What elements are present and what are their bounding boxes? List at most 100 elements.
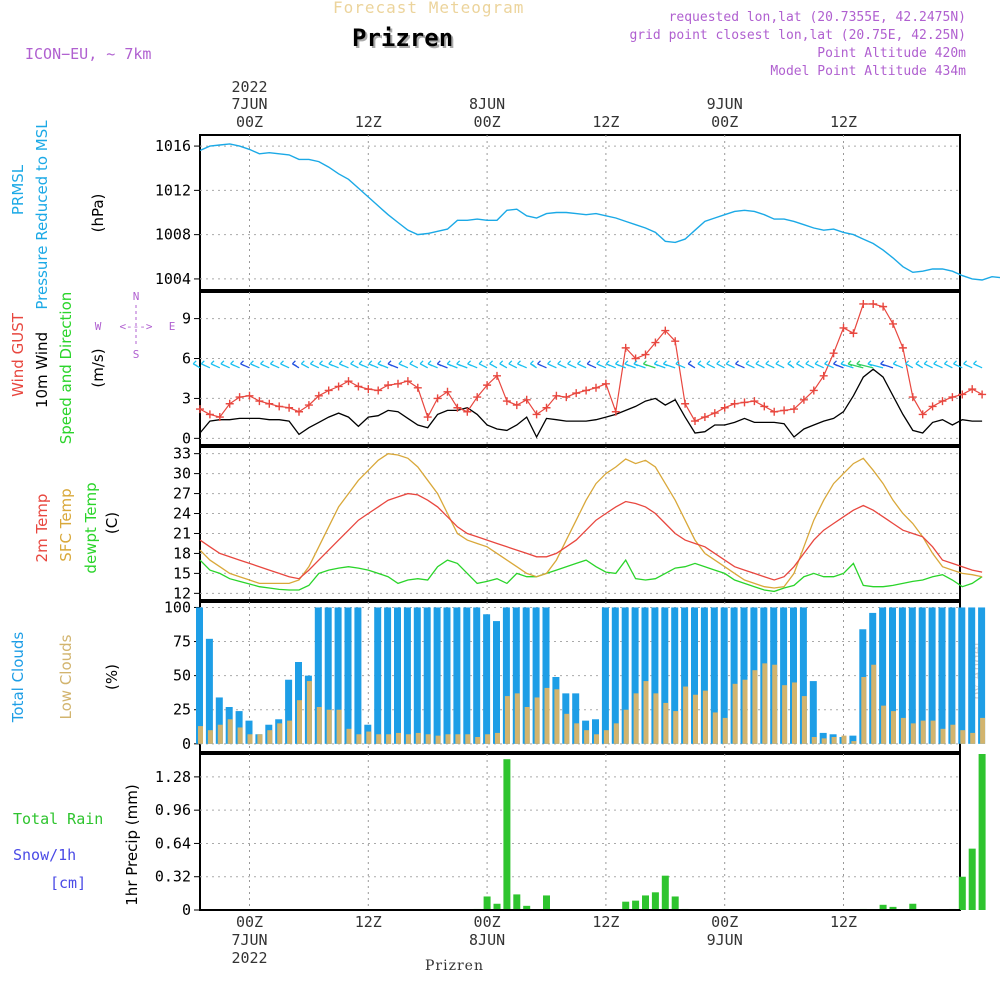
wind-direction-arrow	[892, 360, 904, 369]
low-cloud-bar	[336, 709, 342, 744]
wind-direction-arrow	[755, 360, 765, 369]
wind-direction-arrow	[508, 360, 518, 369]
gust-marker	[700, 413, 709, 422]
low-cloud-bar	[495, 732, 500, 744]
gust-marker	[839, 323, 848, 332]
low-cloud-bar	[801, 696, 807, 744]
low-cloud-bar	[554, 689, 560, 744]
y-tick-label: 0	[182, 429, 191, 447]
gust-marker	[532, 410, 541, 419]
gust-marker	[611, 407, 620, 416]
y-tick-label: 0.96	[155, 801, 191, 819]
gust-marker	[849, 329, 858, 338]
wind-direction-arrow	[319, 360, 329, 369]
low-cloud-bar	[207, 730, 213, 744]
bottom-date-day: 7JUN	[231, 931, 267, 949]
gust-marker	[592, 383, 600, 392]
gust-marker	[255, 397, 264, 406]
wind-direction-arrow	[953, 360, 963, 369]
panel-frame-wind	[199, 291, 961, 446]
low-cloud-bar	[742, 679, 748, 744]
wind-direction-arrow	[787, 360, 795, 369]
wind-direction-arrow	[269, 360, 280, 369]
total-cloud-bar	[918, 607, 926, 744]
total-cloud-bar	[651, 607, 659, 744]
compass-south: S	[133, 348, 140, 361]
low-cloud-bar	[415, 732, 421, 744]
total-cloud-bar	[968, 607, 976, 744]
pressure-unit: (hPa)	[89, 194, 107, 233]
total-cloud-bar	[720, 607, 728, 744]
gust-marker	[760, 402, 769, 411]
rain-bar	[622, 901, 630, 910]
gust-marker	[928, 402, 937, 411]
low-cloud-bar	[792, 682, 797, 744]
location-title: Prizren	[352, 24, 454, 52]
gust-marker	[869, 299, 878, 308]
bottom-time-label: 12Z	[830, 913, 857, 931]
gust-marker	[968, 385, 977, 394]
wind-direction-arrow	[529, 360, 537, 369]
total-cloud-bar	[740, 607, 748, 744]
gust-marker	[631, 354, 640, 363]
top-time-label: 12Z	[830, 113, 857, 131]
total-cloud-bar	[285, 679, 293, 744]
wind-direction-arrow	[943, 360, 953, 369]
low-cloud-bar	[396, 732, 401, 744]
wind-direction-arrow	[456, 360, 468, 369]
wind-direction-arrow	[642, 360, 656, 369]
y-tick-label: 18	[173, 544, 191, 562]
wind-direction-arrow	[706, 360, 716, 369]
top-date-day: 8JUN	[469, 95, 505, 113]
gust-marker	[423, 413, 432, 422]
wind-direction-arrow	[557, 360, 567, 369]
low-cloud-bar	[198, 726, 203, 744]
panel-frame-temp	[199, 446, 961, 601]
total-cloud-bar	[463, 607, 471, 744]
wind-direction-arrow	[624, 360, 636, 369]
temp2m-label: 2m Temp	[33, 494, 51, 563]
wind-direction-arrow	[358, 360, 369, 369]
wind-direction-arrow	[725, 360, 735, 369]
low-cloud-bar	[871, 664, 877, 744]
gust-marker	[552, 391, 561, 400]
gust-marker	[809, 386, 818, 395]
top-time-label: 00Z	[236, 113, 263, 131]
precip-unit: 1hr Precip (mm)	[123, 784, 141, 905]
y-tick-label: 1012	[155, 181, 191, 199]
low-cloud-bar	[366, 731, 372, 744]
low-cloud-bar	[653, 693, 659, 744]
y-tick-label: 0.64	[155, 834, 191, 852]
total-cloud-bar	[205, 638, 213, 744]
gust-marker	[493, 371, 501, 380]
point-altitude: Point Altitude 420m	[817, 46, 966, 61]
low-cloud-bar	[782, 685, 788, 744]
low-cloud-bar	[891, 711, 896, 744]
wind-direction-arrow	[300, 360, 310, 369]
total-cloud-bar	[978, 607, 986, 744]
bottom-time-label: 00Z	[711, 913, 738, 931]
wind-direction-arrow	[200, 360, 211, 369]
total-cloud-bar	[928, 607, 936, 744]
total-cloud-bar	[502, 607, 510, 744]
wind-direction-arrow	[537, 360, 547, 369]
y-tick-label: 15	[173, 564, 191, 582]
rain-bar	[651, 892, 659, 910]
rain-bar	[889, 906, 897, 910]
low-cloud-bar	[455, 734, 461, 744]
gust-marker	[443, 387, 452, 396]
wind-direction-arrow	[260, 360, 270, 369]
low-cloud-bar	[980, 717, 986, 744]
gust-marker	[918, 410, 927, 419]
rain-bar	[968, 848, 976, 910]
total-cloud-bar	[245, 720, 253, 744]
low-cloud-bar	[247, 734, 253, 744]
gust-marker	[522, 395, 531, 404]
low-cloud-bar	[851, 741, 857, 744]
wind-direction-arrow	[220, 360, 230, 369]
total-cloud-bar	[493, 621, 500, 744]
wind-direction-arrow	[446, 360, 458, 369]
wind-direction-arrow	[436, 360, 448, 369]
gust-marker	[225, 399, 234, 408]
total-cloud-bar	[423, 607, 431, 744]
